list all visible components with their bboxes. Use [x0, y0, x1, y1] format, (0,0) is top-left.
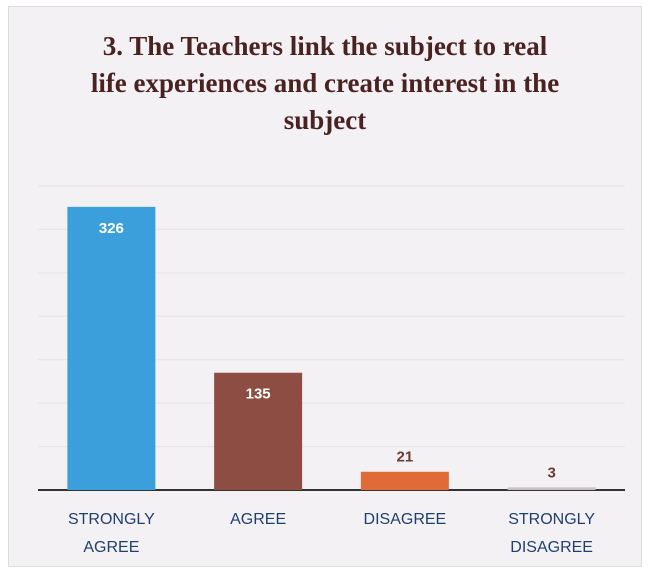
- data-label: 135: [246, 386, 271, 403]
- data-label: 326: [99, 220, 124, 237]
- x-tick-label: DISAGREE: [363, 511, 447, 528]
- bar: [360, 471, 449, 490]
- x-tick-label: AGREE: [230, 511, 287, 528]
- bar: [67, 206, 156, 491]
- x-tick-label: STRONGLY AGREE: [67, 511, 155, 556]
- chart-title: 3. The Teachers link the subject to real…: [90, 31, 560, 135]
- x-tick-label: STRONGLY DISAGREE: [508, 511, 596, 556]
- bar: [214, 372, 303, 490]
- bar: [507, 487, 596, 490]
- data-label: 3: [547, 464, 555, 481]
- data-label: 21: [397, 449, 414, 466]
